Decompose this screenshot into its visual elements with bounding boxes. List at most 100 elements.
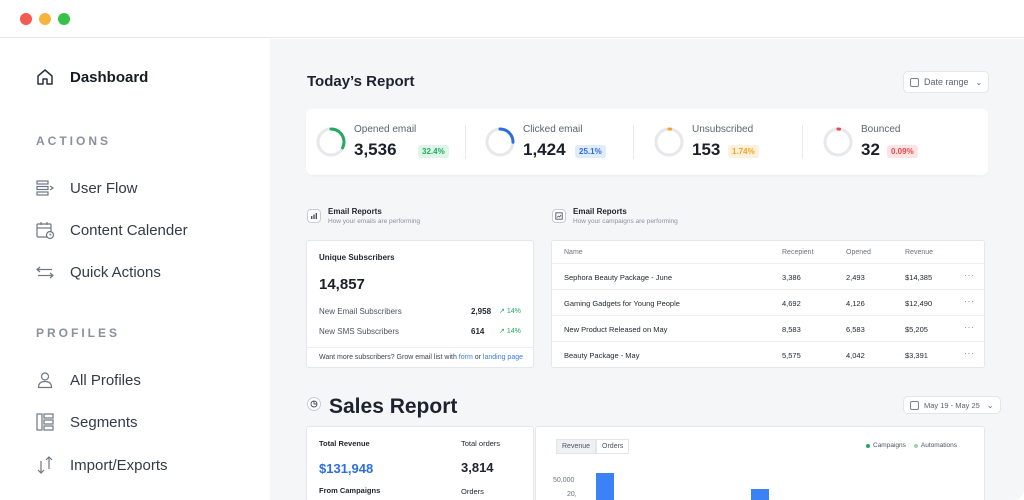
section-subtitle: How your emails are performing [328,218,421,225]
orders-label: Orders [461,487,484,496]
sidebar-item-content-calender[interactable]: Content Calender [34,218,188,242]
stat-value: 3,536 [354,140,397,159]
sidebar-item-label: Content Calender [70,221,188,239]
legend-label: Campaigns [873,442,906,449]
campaign-opened: 6,583 [846,325,865,334]
stat-badge: 25.1% [575,145,606,158]
row-value: 2,958 [471,307,492,316]
row-label: New Email Subscribers [319,307,402,316]
sidebar-item-label: Import/Exports [70,456,168,474]
campaign-revenue: $14,385 [905,273,933,282]
sidebar-item-user-flow[interactable]: User Flow [34,176,138,200]
from-campaigns-label: From Campaigns [319,486,381,495]
form-link[interactable]: form [458,354,473,361]
table-row[interactable]: New Product Released on May 8,583 6,583 … [552,315,984,341]
campaign-opened: 2,493 [846,273,865,282]
subscribers-footer: Want more subscribers? Grow email list w… [307,347,533,361]
stat-value: 32 [861,140,880,159]
legend-dot-automations [913,443,918,448]
sales-report-title: Sales Report [329,395,458,418]
campaign-revenue: $3,391 [905,351,928,360]
campaign-opened: 4,042 [846,351,865,360]
user-flow-icon [34,177,56,199]
campaign-name: Sephora Beauty Package - June [564,273,672,282]
chart-tabs: Revenue Orders [556,439,630,454]
stat-label: Opened email [354,124,417,135]
stats-strip: Opened email 3,536 32.4% Clicked email 1… [306,109,988,175]
more-options-icon[interactable]: ··· [964,322,975,332]
calendar-icon [910,400,919,410]
chart-bar[interactable] [751,489,769,500]
chart-bar[interactable] [596,473,614,500]
y-tick-label: 50,000 [553,477,575,484]
sidebar-item-label: User Flow [70,179,138,197]
chevron-down-icon: ⌄ [975,77,983,87]
section-title: Email Reports [573,207,627,216]
stat-badge: 32.4% [418,145,449,158]
actions-heading: ACTIONS [36,134,111,148]
date-range-dropdown[interactable]: Date range ⌄ [903,71,990,93]
section-title: Email Reports [328,207,382,216]
subscriber-row: New SMS Subscribers 614 ↗ 14% [319,327,521,336]
progress-ring [654,127,684,157]
table-row[interactable]: Sephora Beauty Package - June 3,386 2,49… [552,263,984,289]
stat-badge: 0.09% [887,145,918,158]
campaign-name: New Product Released on May [564,325,668,334]
more-options-icon[interactable]: ··· [964,296,975,306]
person-icon [34,369,56,391]
y-tick-label: 20, [567,491,577,498]
row-label: New SMS Subscribers [319,327,400,336]
column-header-revenue: Revenue [905,249,934,256]
sidebar-item-import-exports[interactable]: Import/Exports [34,453,168,477]
more-options-icon[interactable]: ··· [964,348,975,358]
sidebar-item-dashboard[interactable]: Dashboard [34,65,148,89]
minimize-window-button[interactable] [39,13,51,25]
campaign-revenue: $12,490 [905,299,933,308]
table-row[interactable]: Beauty Package - May 5,575 4,042 $3,391 … [552,341,984,367]
tab-revenue[interactable]: Revenue [556,439,597,454]
row-value: 614 [471,327,485,336]
trend-up-badge: ↗ 14% [499,328,521,335]
more-options-icon[interactable]: ··· [964,270,975,280]
campaign-recipient: 3,386 [782,273,801,282]
trend-up-badge: ↗ 14% [499,308,521,315]
pie-chart-icon [307,397,321,411]
report-icon [552,209,566,223]
stat-label: Unsubscribed [692,124,754,135]
email-reports-header: Email Reports How your emails are perfor… [307,207,420,225]
campaign-name: Beauty Package - May [564,351,640,360]
stat-value: 1,424 [523,140,566,159]
close-window-button[interactable] [20,13,32,25]
sidebar-item-quick-actions[interactable]: Quick Actions [34,260,161,284]
main-content: Today’s Report Date range ⌄ Opened email… [270,39,1024,500]
subscribers-total: 14,857 [319,276,365,293]
campaign-revenue: $5,205 [905,325,928,334]
segments-icon [34,411,56,433]
landing-page-link[interactable]: landing page [482,354,523,361]
sidebar: Dashboard ACTIONS User Flow Content Cale… [0,39,270,500]
progress-ring [485,127,515,157]
progress-ring [316,127,346,157]
sidebar-item-label: Quick Actions [70,263,161,281]
import-export-icon [34,454,56,476]
campaign-reports-header: Email Reports How your campaigns are per… [552,207,678,225]
progress-ring [823,127,853,157]
tab-orders[interactable]: Orders [596,439,630,454]
chart-legend: Campaigns Automations [858,442,957,449]
campaign-recipient: 5,575 [782,351,801,360]
stat-label: Bounced [861,124,901,135]
total-orders-label: Total orders [461,439,501,448]
card-title: Unique Subscribers [319,253,395,262]
maximize-window-button[interactable] [58,13,70,25]
sidebar-item-all-profiles[interactable]: All Profiles [34,368,141,392]
sidebar-item-segments[interactable]: Segments [34,410,138,434]
profiles-heading: PROFILES [36,326,121,340]
column-header-opened: Opened [846,249,871,256]
date-range-label: Date range [924,77,969,87]
sales-date-dropdown[interactable]: May 19 - May 25 ⌄ [903,396,1001,414]
sales-totals-card: Total Revenue $131,948 From Campaigns To… [306,426,534,500]
table-row[interactable]: Gaming Gadgets for Young People 4,692 4,… [552,289,984,315]
stat-label: Clicked email [523,124,583,135]
campaign-recipient: 8,583 [782,325,801,334]
